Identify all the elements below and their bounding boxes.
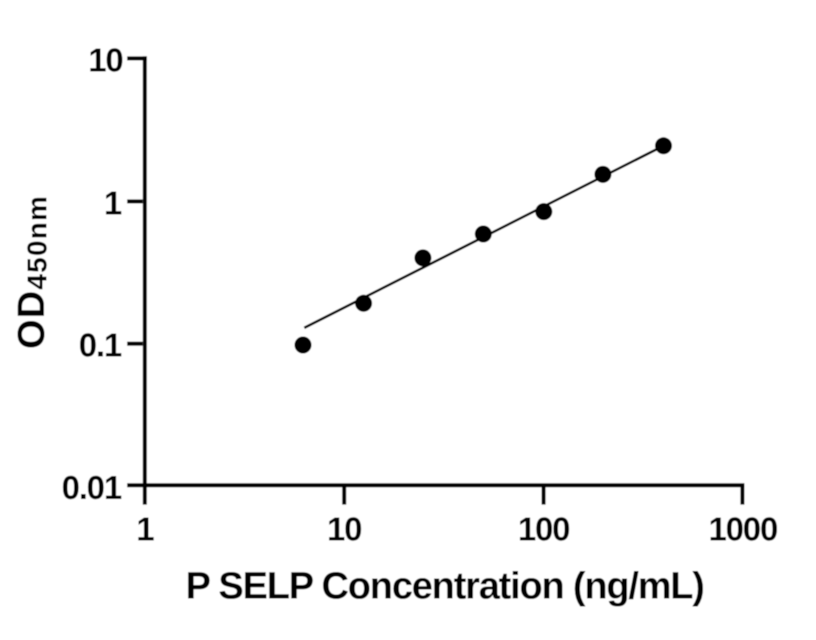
svg-text:P SELP Concentration (ng/mL): P SELP Concentration (ng/mL): [186, 565, 704, 607]
svg-text:1000: 1000: [708, 511, 777, 548]
svg-text:10: 10: [327, 511, 361, 548]
svg-text:1: 1: [136, 511, 154, 548]
svg-text:1: 1: [104, 184, 122, 221]
svg-text:0.01: 0.01: [62, 469, 122, 506]
svg-text:OD450nm: OD450nm: [11, 195, 53, 349]
svg-text:0.1: 0.1: [79, 327, 122, 364]
svg-text:100: 100: [518, 511, 569, 548]
svg-text:10: 10: [88, 41, 122, 78]
